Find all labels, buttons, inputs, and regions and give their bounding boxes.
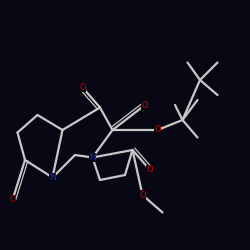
Text: O: O bbox=[79, 83, 86, 92]
Text: N: N bbox=[49, 173, 56, 182]
Text: O: O bbox=[154, 126, 161, 134]
Text: O: O bbox=[9, 196, 16, 204]
Text: N: N bbox=[89, 153, 96, 162]
Text: O: O bbox=[142, 100, 148, 110]
Text: O: O bbox=[147, 166, 153, 174]
Text: O: O bbox=[139, 190, 146, 200]
